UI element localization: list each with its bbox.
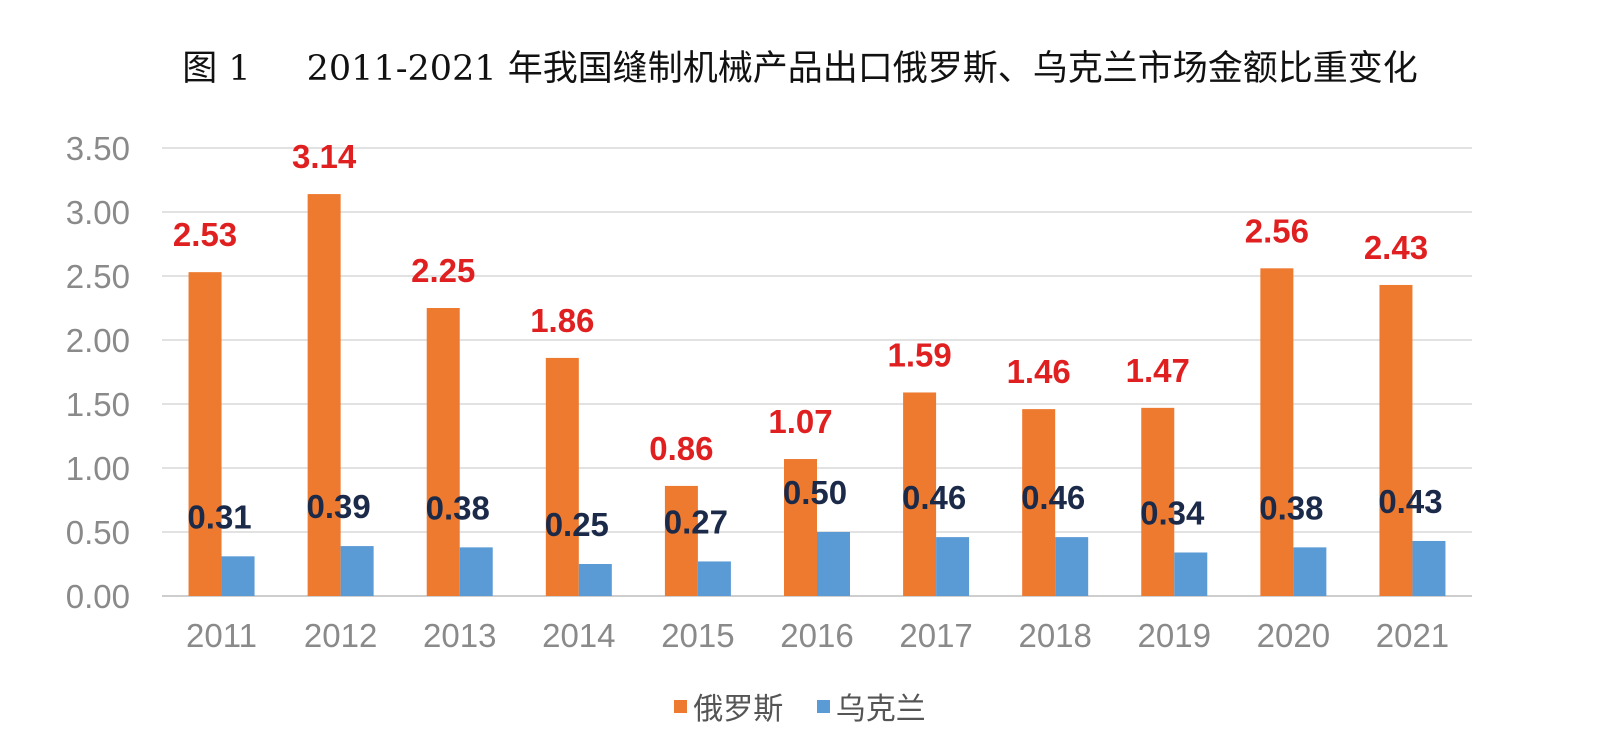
bar-russia: [545, 357, 579, 596]
chart-title: 图 1 2011-2021 年我国缝制机械产品出口俄罗斯、乌克兰市场金额比重变化: [0, 40, 1600, 91]
data-label-russia: 3.14: [292, 138, 357, 175]
y-tick-label: 3.00: [66, 194, 130, 231]
x-tick-label: 2019: [1138, 617, 1211, 654]
y-tick-label: 1.00: [66, 450, 130, 487]
x-tick-label: 2016: [780, 617, 853, 654]
bar-ukraine: [1174, 552, 1208, 596]
data-label-russia: 1.86: [530, 302, 594, 339]
bar-ukraine: [340, 546, 374, 596]
data-label-ukraine: 0.39: [307, 488, 371, 525]
bar-ukraine: [697, 561, 731, 596]
data-label-ukraine: 0.34: [1140, 494, 1205, 531]
bar-russia: [664, 485, 698, 596]
x-tick-label: 2015: [661, 617, 734, 654]
data-label-ukraine: 0.27: [664, 503, 728, 540]
data-label-ukraine: 0.43: [1378, 483, 1442, 520]
x-tick-label: 2021: [1376, 617, 1449, 654]
data-label-ukraine: 0.46: [902, 479, 966, 516]
legend-label-russia: 俄罗斯: [693, 692, 784, 727]
bar-ukraine: [221, 556, 255, 596]
legend-item-ukraine: 乌克兰: [816, 684, 926, 728]
y-tick-label: 0.50: [66, 514, 130, 551]
chart-title-number: 图 1: [182, 49, 251, 89]
x-tick-label: 2013: [423, 617, 496, 654]
y-tick-label: 2.00: [66, 322, 130, 359]
legend: 俄罗斯 乌克兰: [0, 684, 1600, 728]
data-label-russia: 0.86: [649, 430, 713, 467]
data-label-ukraine: 0.31: [187, 498, 251, 535]
chart-title-text: 2011-2021 年我国缝制机械产品出口俄罗斯、乌克兰市场金额比重变化: [306, 49, 1418, 89]
bar-ukraine: [936, 537, 970, 596]
legend-swatch-ukraine: [816, 699, 830, 713]
bar-ukraine: [817, 532, 850, 596]
data-label-russia: 1.47: [1126, 352, 1190, 389]
data-label-russia: 2.53: [173, 216, 237, 253]
bar-russia: [307, 194, 341, 596]
x-tick-label: 2012: [304, 617, 377, 654]
data-label-ukraine: 0.46: [1021, 479, 1085, 516]
y-tick-label: 3.50: [66, 130, 130, 167]
x-tick-label: 2014: [542, 617, 615, 654]
bar-russia: [1379, 284, 1413, 596]
bar-russia: [1022, 409, 1056, 596]
x-tick-label: 2020: [1257, 617, 1330, 654]
bar-russia: [784, 459, 817, 596]
bar-ukraine: [1293, 547, 1327, 596]
legend-label-ukraine: 乌克兰: [835, 692, 926, 727]
data-label-russia: 1.59: [887, 336, 951, 373]
bar-russia: [188, 272, 222, 596]
data-label-russia: 1.46: [1007, 353, 1071, 390]
data-label-ukraine: 0.50: [783, 474, 847, 511]
data-label-russia: 2.43: [1364, 229, 1428, 266]
data-label-russia: 2.25: [411, 252, 475, 289]
bar-ukraine: [459, 547, 493, 596]
data-label-ukraine: 0.25: [545, 506, 609, 543]
x-tick-label: 2017: [899, 617, 972, 654]
data-label-ukraine: 0.38: [426, 489, 490, 526]
bar-ukraine: [1412, 540, 1446, 596]
bar-russia: [426, 308, 460, 596]
data-label-russia: 1.07: [768, 403, 832, 440]
y-tick-label: 0.00: [66, 578, 130, 615]
bar-russia: [1260, 268, 1294, 596]
legend-swatch-russia: [674, 699, 688, 713]
legend-item-russia: 俄罗斯: [674, 684, 783, 728]
data-label-russia: 2.56: [1245, 212, 1309, 249]
x-tick-label: 2011: [186, 617, 257, 654]
data-label-ukraine: 0.38: [1259, 489, 1323, 526]
bar-ukraine: [578, 564, 612, 596]
bar-russia: [903, 392, 937, 596]
bar-russia: [1141, 407, 1175, 596]
x-tick-label: 2018: [1018, 617, 1091, 654]
y-tick-label: 2.50: [66, 258, 130, 295]
bar-ukraine: [1055, 537, 1089, 596]
y-tick-label: 1.50: [66, 386, 130, 423]
